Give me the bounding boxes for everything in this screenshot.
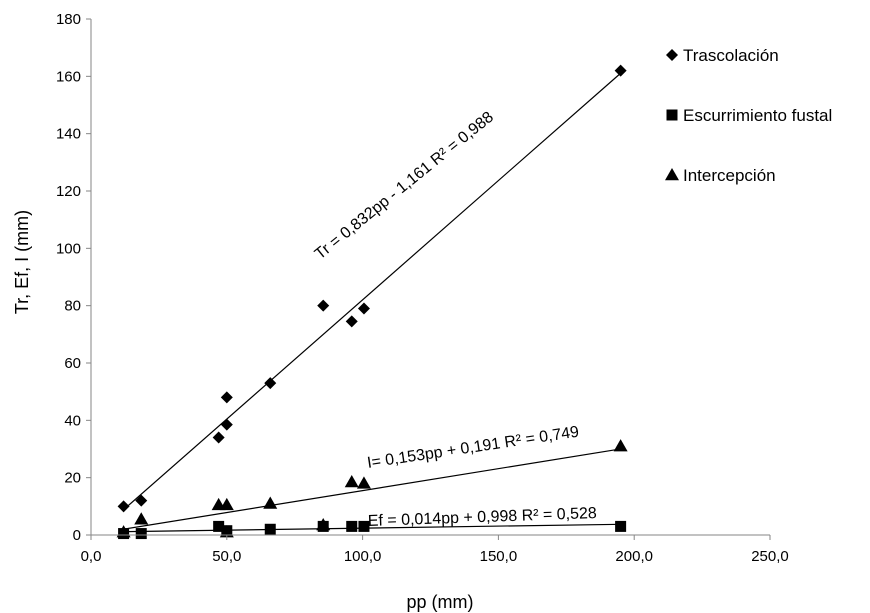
data-point-square: [213, 520, 225, 532]
data-point-triangle: [219, 497, 234, 511]
legend-label: Escurrimiento fustal: [683, 106, 832, 125]
axes: 0 20 40 60 80 100 120 140 160 180 0,0 50,0 100,0 150,…: [56, 11, 789, 565]
data-point-square: [346, 520, 358, 532]
y-tick-label: 80: [64, 298, 81, 315]
data-markers: [116, 64, 628, 540]
x-tick-label: 100,0: [344, 548, 382, 565]
data-point-square: [264, 523, 276, 535]
data-point-square: [135, 528, 147, 540]
data-point-diamond: [264, 377, 277, 390]
data-point-triangle: [613, 439, 628, 452]
legend-label: Trascolación: [683, 46, 779, 65]
y-tick-label: 160: [56, 68, 81, 85]
x-tick-label: 50,0: [212, 548, 241, 565]
trendlines: [123, 72, 622, 533]
y-axis-title: Tr, Ef, I (mm): [12, 210, 32, 314]
data-point-triangle: [134, 512, 149, 525]
data-point-square: [615, 520, 627, 532]
data-point-diamond: [220, 418, 233, 431]
legend: Trascolación Escurrimiento fustal Intercep…: [665, 46, 832, 185]
y-tick-label: 100: [56, 240, 81, 257]
x-tick-label: 0,0: [81, 548, 102, 565]
x-tick-label: 250,0: [751, 548, 789, 565]
legend-marker-diamond: [666, 49, 678, 61]
y-tick-label: 40: [64, 412, 81, 429]
data-point-diamond: [220, 391, 233, 404]
data-point-diamond: [135, 494, 148, 507]
data-point-triangle: [263, 496, 278, 509]
legend-marker-triangle: [665, 168, 679, 181]
trendline-trascolacion: [123, 72, 622, 511]
legend-label: Intercepción: [683, 166, 776, 185]
data-point-triangle: [219, 525, 234, 538]
x-axis-title: pp (mm): [407, 592, 474, 612]
x-tick-label: 200,0: [615, 548, 653, 565]
trendline-intercepcion: [123, 448, 621, 530]
y-tick-label: 140: [56, 126, 81, 143]
data-point-triangle: [116, 525, 131, 538]
y-tick-label: 180: [56, 11, 81, 28]
equation-intercepcion: I= 0,153pp + 0,191 R² = 0,749: [366, 424, 580, 472]
data-point-diamond: [614, 64, 627, 77]
data-point-diamond: [345, 315, 358, 328]
y-tick-label: 0: [73, 527, 81, 544]
legend-marker-square: [666, 109, 678, 121]
data-point-diamond: [212, 431, 225, 444]
trendline-escurrimiento: [123, 523, 621, 533]
equation-trascolacion: Tr = 0,832pp - 1,161 R² = 0,988: [312, 109, 497, 264]
data-point-triangle: [356, 476, 371, 489]
y-tick-label: 120: [56, 183, 81, 200]
x-tick-label: 150,0: [480, 548, 518, 565]
data-point-square: [358, 520, 370, 532]
data-point-diamond: [357, 302, 370, 315]
data-point-diamond: [117, 500, 130, 513]
data-point-diamond: [317, 299, 330, 312]
y-tick-label: 60: [64, 355, 81, 372]
data-point-triangle: [344, 474, 359, 488]
data-point-triangle: [316, 517, 331, 531]
y-tick-label: 20: [64, 470, 81, 487]
